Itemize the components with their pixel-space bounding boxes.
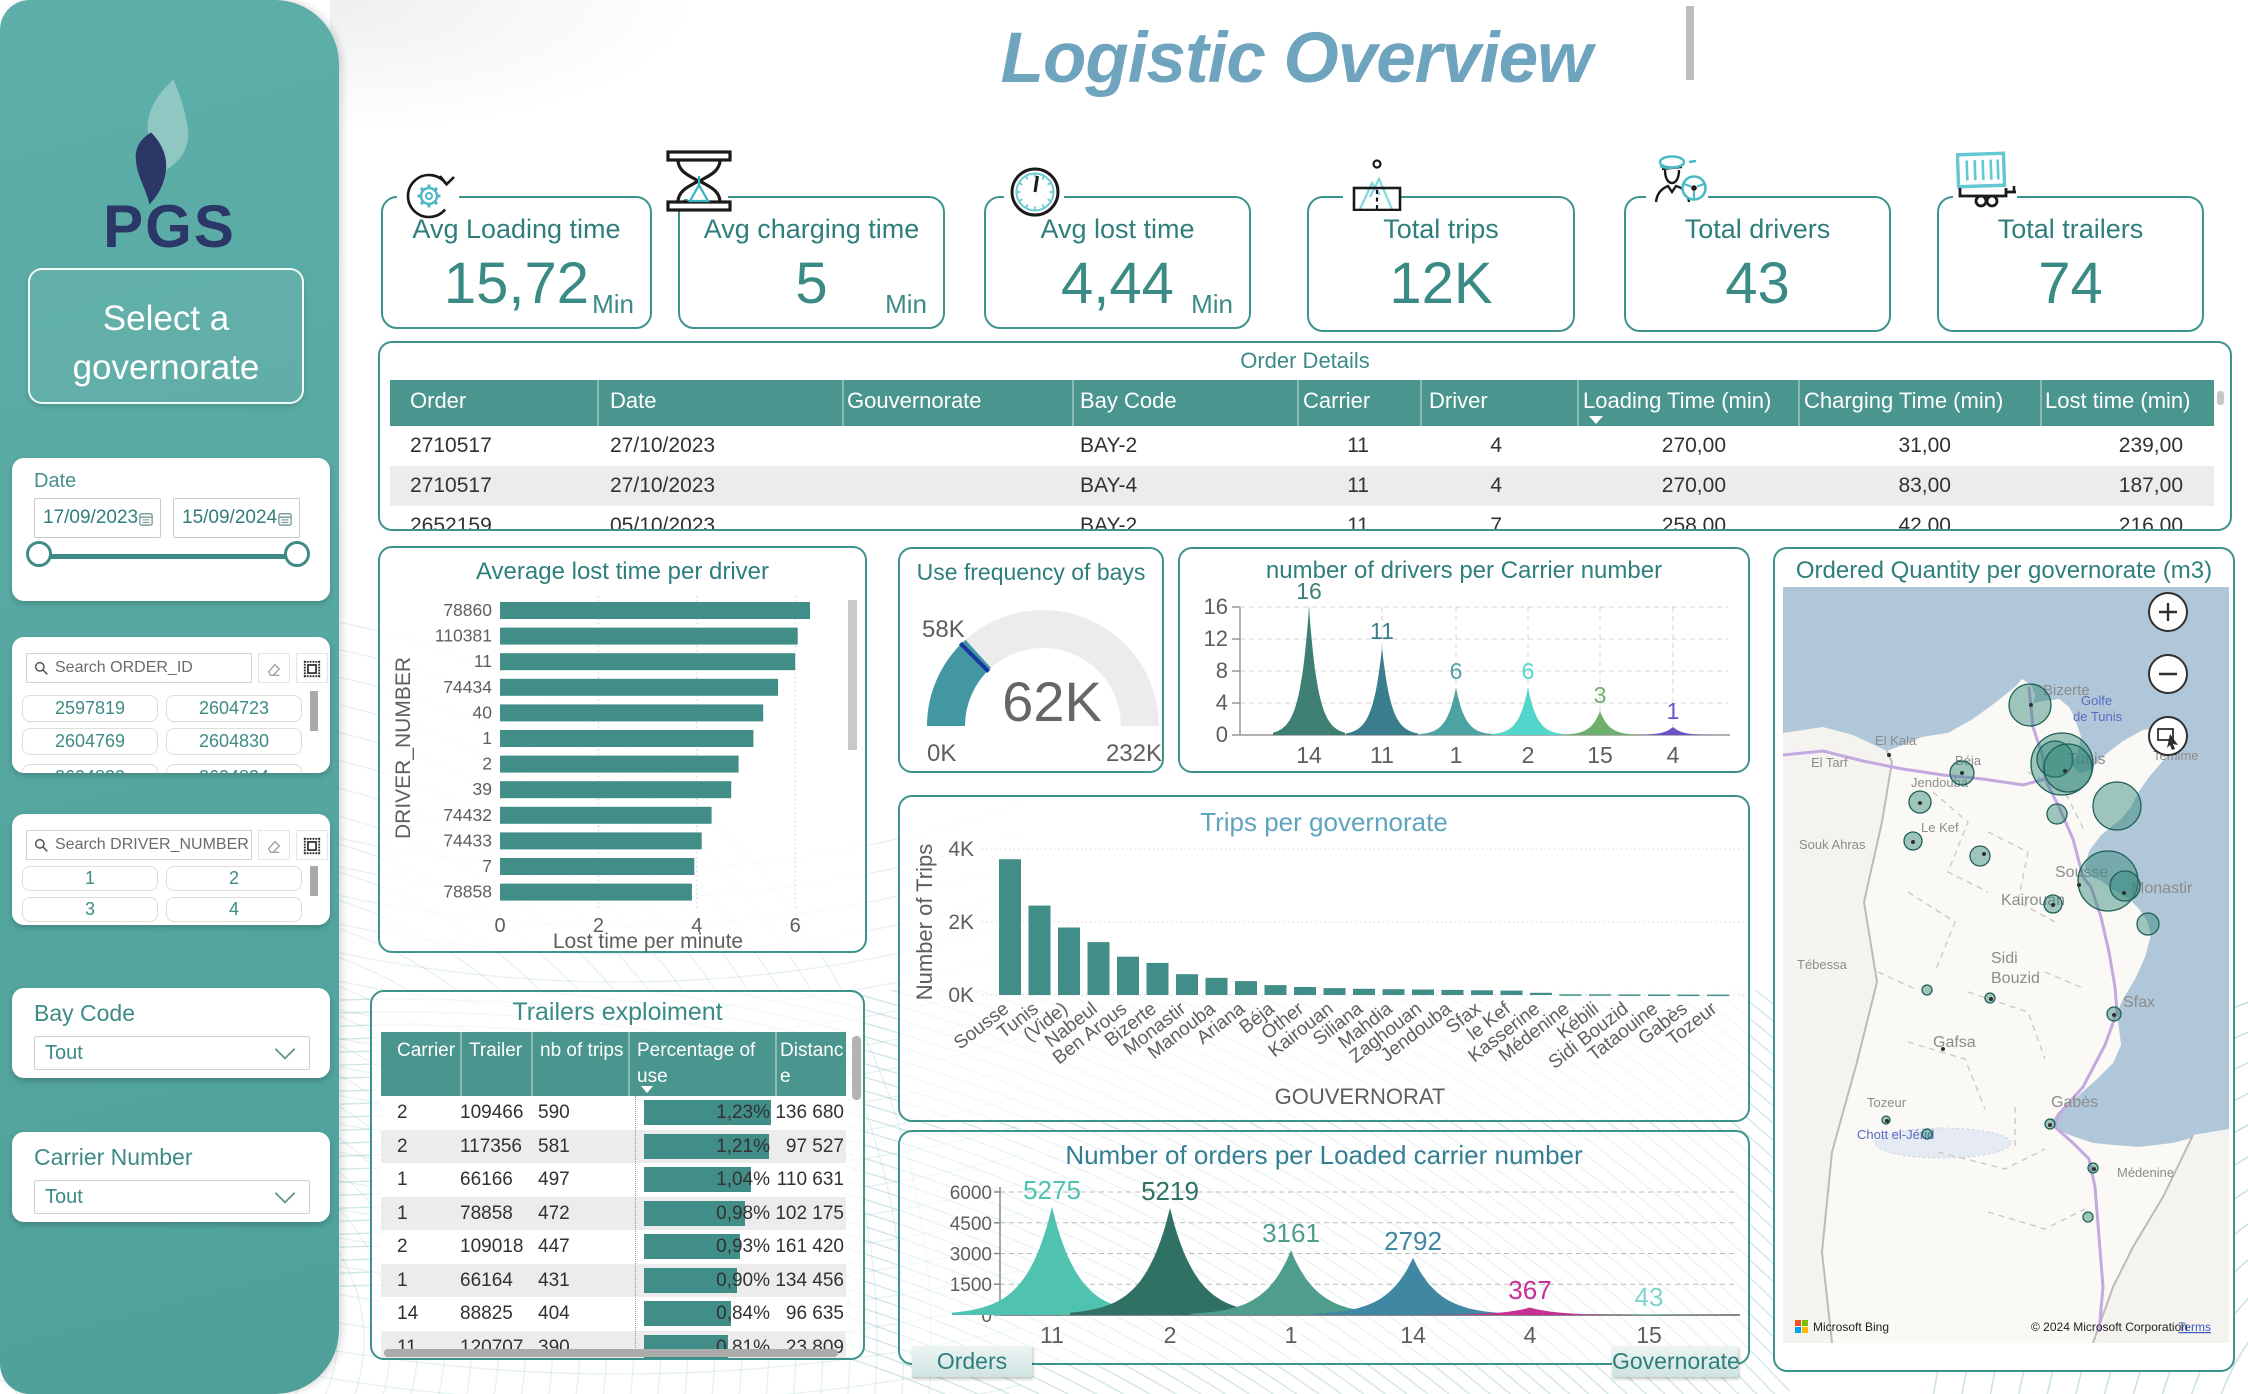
svg-text:4: 4 — [1216, 690, 1228, 715]
svg-text:6: 6 — [790, 915, 801, 937]
svg-text:5275: 5275 — [1023, 1175, 1081, 1205]
svg-text:110381: 110381 — [435, 626, 492, 646]
svg-text:62K: 62K — [1002, 670, 1102, 733]
svg-text:0K: 0K — [927, 740, 956, 767]
svg-text:Lost time per minute: Lost time per minute — [553, 930, 743, 953]
svg-text:2: 2 — [1164, 1322, 1177, 1348]
svg-text:Tunis: Tunis — [2067, 751, 2106, 768]
svg-text:1: 1 — [1667, 698, 1680, 724]
svg-text:4500: 4500 — [950, 1214, 992, 1235]
svg-text:74434: 74434 — [443, 677, 492, 697]
svg-text:43: 43 — [1635, 1282, 1664, 1312]
svg-text:© 2024 Microsoft Corporation: © 2024 Microsoft Corporation — [2031, 1320, 2188, 1334]
svg-text:16: 16 — [1296, 578, 1322, 604]
svg-text:232K: 232K — [1106, 740, 1162, 767]
svg-text:11: 11 — [474, 651, 492, 671]
svg-text:Jendouba: Jendouba — [1911, 775, 1969, 790]
svg-text:78860: 78860 — [443, 600, 492, 620]
svg-text:Bouzid: Bouzid — [1991, 970, 2040, 987]
svg-text:58K: 58K — [922, 616, 965, 643]
svg-text:Tébessa: Tébessa — [1797, 957, 1848, 972]
svg-text:Le Kef: Le Kef — [1921, 820, 1959, 835]
svg-text:4: 4 — [1524, 1322, 1537, 1348]
svg-text:Tozeur: Tozeur — [1867, 1095, 1907, 1110]
svg-text:Sidi: Sidi — [1991, 950, 2018, 967]
svg-text:14: 14 — [1400, 1322, 1426, 1348]
svg-text:5219: 5219 — [1141, 1176, 1199, 1206]
svg-text:367: 367 — [1508, 1275, 1551, 1305]
svg-text:Chott el-Jérid: Chott el-Jérid — [1857, 1127, 1934, 1142]
svg-text:0: 0 — [981, 1306, 992, 1327]
svg-text:Souk Ahras: Souk Ahras — [1799, 837, 1866, 852]
svg-text:0: 0 — [494, 915, 505, 937]
svg-text:3000: 3000 — [950, 1245, 992, 1266]
svg-text:GOUVERNORAT: GOUVERNORAT — [1275, 1084, 1446, 1109]
svg-text:16: 16 — [1204, 594, 1228, 619]
svg-text:7: 7 — [482, 856, 492, 876]
svg-text:74432: 74432 — [443, 805, 492, 825]
svg-text:Médenine: Médenine — [2117, 1165, 2174, 1180]
svg-text:4K: 4K — [948, 838, 974, 861]
svg-text:Microsoft Bing: Microsoft Bing — [1813, 1320, 1889, 1334]
svg-text:El Kala: El Kala — [1875, 733, 1917, 748]
svg-text:8: 8 — [1216, 658, 1228, 683]
svg-text:15: 15 — [1636, 1322, 1662, 1348]
svg-text:2: 2 — [1522, 742, 1535, 768]
svg-text:14: 14 — [1296, 742, 1322, 768]
svg-text:78858: 78858 — [443, 882, 492, 902]
svg-text:74433: 74433 — [443, 830, 492, 850]
svg-text:3: 3 — [1594, 682, 1607, 708]
svg-text:0K: 0K — [948, 984, 974, 1007]
svg-text:Golfe: Golfe — [2081, 693, 2112, 708]
svg-text:2: 2 — [593, 915, 604, 937]
svg-text:Sousse: Sousse — [2055, 864, 2108, 881]
svg-text:11: 11 — [1040, 1322, 1064, 1348]
svg-text:4: 4 — [691, 915, 702, 937]
svg-text:0: 0 — [1216, 722, 1228, 747]
svg-text:39: 39 — [473, 779, 492, 799]
svg-text:11: 11 — [1370, 618, 1394, 644]
svg-text:DRIVER_NUMBER: DRIVER_NUMBER — [392, 657, 415, 839]
svg-text:11: 11 — [1370, 742, 1394, 768]
svg-text:1500: 1500 — [950, 1275, 992, 1296]
svg-text:Sfax: Sfax — [2123, 994, 2155, 1011]
svg-text:6: 6 — [1450, 658, 1463, 684]
svg-text:Monastir: Monastir — [2131, 880, 2193, 897]
svg-text:6000: 6000 — [950, 1183, 992, 1204]
svg-text:6: 6 — [1522, 658, 1535, 684]
svg-text:2K: 2K — [948, 911, 974, 934]
svg-text:1: 1 — [1450, 742, 1463, 768]
svg-text:Gabès: Gabès — [2051, 1094, 2098, 1111]
svg-text:2: 2 — [482, 754, 492, 774]
svg-text:Bizerte: Bizerte — [2043, 682, 2090, 699]
svg-text:15: 15 — [1587, 742, 1613, 768]
svg-text:1: 1 — [482, 728, 492, 748]
svg-text:12: 12 — [1204, 626, 1228, 651]
svg-text:Terms: Terms — [2178, 1320, 2211, 1334]
svg-text:de Tunis: de Tunis — [2073, 709, 2123, 724]
svg-text:Béja: Béja — [1955, 753, 1982, 768]
svg-text:2792: 2792 — [1384, 1226, 1442, 1256]
svg-text:3161: 3161 — [1262, 1218, 1320, 1248]
svg-text:Gafsa: Gafsa — [1933, 1034, 1976, 1051]
svg-text:40: 40 — [473, 702, 493, 722]
svg-text:4: 4 — [1667, 742, 1680, 768]
svg-text:1: 1 — [1285, 1322, 1298, 1348]
svg-text:Number of Trips: Number of Trips — [912, 844, 937, 1001]
svg-text:El Tarf: El Tarf — [1811, 755, 1848, 770]
